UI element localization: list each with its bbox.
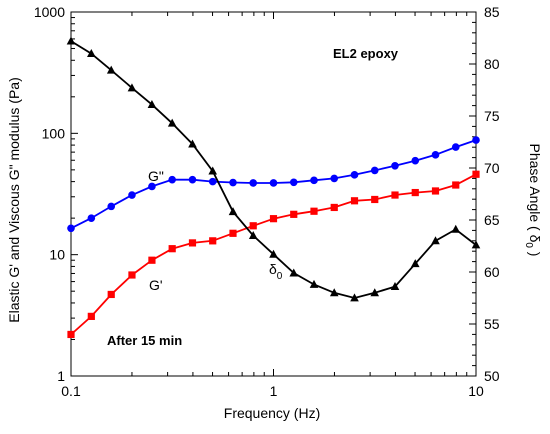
annotation-delta0-sub: 0	[277, 271, 283, 282]
y-right-tick-label: 85	[484, 4, 500, 20]
series-point-triangle	[431, 236, 440, 245]
series-point-triangle	[106, 65, 116, 74]
series-point-square	[148, 256, 156, 264]
y-axis-right-title-main: Phase Angle ( δ	[527, 144, 543, 243]
series-point-circle	[330, 174, 339, 183]
y-axis-left-title: Elastic G' and Viscous G" modulus (Pa)	[6, 77, 22, 323]
y-right-tick-label: 70	[484, 160, 500, 176]
y-right-tick-label: 65	[484, 212, 500, 228]
series-point-square	[229, 229, 237, 237]
y-axis-right-title-end: )	[527, 248, 543, 257]
series-point-triangle	[410, 259, 420, 268]
y-right-tick-label: 55	[484, 316, 500, 332]
y-left-tick-label: 100	[42, 125, 66, 141]
y-right-tick-label: 75	[484, 108, 500, 124]
series-point-square	[188, 239, 197, 247]
y-right-tick-label: 50	[484, 368, 500, 384]
y-left-tick-label: 1	[57, 368, 65, 384]
x-axis-title: Frequency (Hz)	[224, 405, 320, 421]
series-point-triangle	[471, 240, 481, 249]
series-point-triangle	[248, 231, 258, 239]
series-point-square	[310, 207, 318, 215]
series-point-square	[290, 210, 298, 218]
annotation-delta0-main: δ	[269, 261, 277, 277]
series-point-circle	[370, 166, 379, 175]
series-point-circle	[67, 224, 75, 233]
series-point-circle	[391, 162, 399, 170]
series-point-triangle	[127, 83, 137, 92]
series-point-circle	[451, 143, 460, 151]
series-point-triangle	[208, 166, 218, 175]
series-point-circle	[472, 136, 480, 144]
series-point-triangle	[188, 139, 197, 148]
series-point-square	[249, 222, 257, 230]
series-point-circle	[350, 171, 359, 179]
series-point-triangle	[87, 49, 96, 57]
series-point-square	[128, 271, 136, 279]
series-point-triangle	[390, 281, 400, 290]
series-point-triangle	[370, 288, 380, 297]
series-point-circle	[269, 179, 278, 187]
series-point-circle	[411, 156, 420, 165]
series-point-triangle	[66, 36, 76, 45]
series-point-triangle	[309, 279, 319, 288]
series-point-circle	[148, 182, 156, 191]
series-point-square	[431, 187, 440, 195]
series-point-triangle	[350, 293, 359, 302]
series-point-triangle	[451, 224, 461, 233]
series-point-circle	[431, 151, 440, 159]
series-point-triangle	[147, 99, 157, 108]
series-point-circle	[208, 177, 217, 186]
series-layer	[66, 36, 481, 339]
series-point-circle	[107, 202, 116, 211]
series-point-square	[168, 245, 176, 253]
series-point-triangle	[269, 249, 278, 258]
x-tick-label: 10	[468, 383, 484, 399]
series-point-circle	[249, 179, 258, 187]
series-point-circle	[188, 175, 197, 184]
y-left-tick-label: 10	[49, 247, 65, 263]
y-right-tick-label: 60	[484, 264, 500, 280]
y-axis-right-title: Phase Angle ( δ0 )	[523, 144, 543, 257]
series-point-square	[350, 197, 359, 205]
series-point-triangle	[228, 207, 238, 216]
x-tick-label: 1	[270, 383, 278, 399]
series-point-square	[371, 195, 379, 204]
annotation-g-double-prime: G"	[148, 168, 164, 184]
annotation-g-prime: G'	[149, 277, 163, 293]
series-point-square	[472, 170, 480, 178]
series-point-square	[269, 215, 278, 223]
series-point-circle	[310, 176, 318, 185]
y-left-tick-label: 1000	[34, 4, 65, 20]
series-point-circle	[289, 178, 298, 187]
y-right-tick-label: 80	[484, 56, 500, 72]
series-point-square	[391, 191, 399, 199]
annotation-time: After 15 min	[107, 333, 182, 348]
series-point-square	[209, 237, 217, 245]
x-tick-label: 0.1	[61, 383, 81, 399]
series-point-square	[67, 330, 75, 339]
series-point-triangle	[289, 268, 299, 277]
series-point-triangle	[329, 288, 339, 297]
y-axis-right-title-sub: 0	[523, 242, 534, 248]
series-point-square	[107, 290, 115, 299]
series-point-circle	[229, 178, 237, 187]
annotation-delta0: δ0	[269, 261, 283, 282]
annotation-sample-name: EL2 epoxy	[333, 46, 399, 61]
series-point-circle	[168, 175, 176, 184]
series-point-circle	[128, 191, 136, 199]
series-point-square	[330, 203, 338, 212]
series-point-square	[411, 188, 419, 197]
series-point-square	[87, 312, 95, 320]
series-point-square	[452, 181, 460, 189]
series-point-triangle	[167, 118, 177, 127]
series-point-circle	[87, 214, 96, 222]
